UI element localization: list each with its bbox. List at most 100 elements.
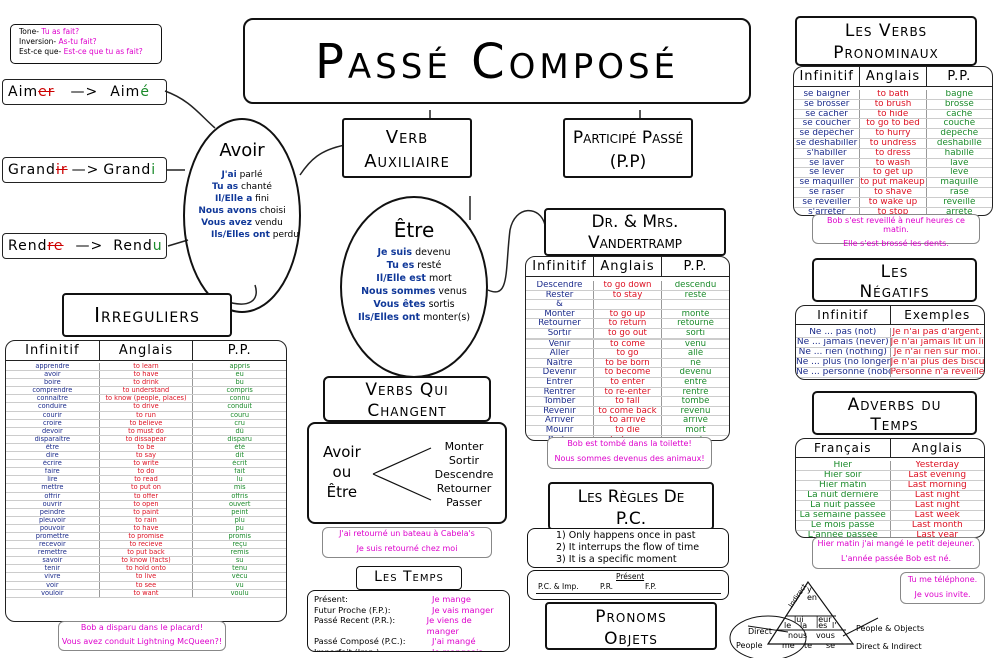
table-cell: apprendre [6,363,100,371]
irreguliers-row: remettre to put back remis [6,549,286,558]
table-cell: se coucher [794,119,861,129]
pronoms-heading-box: Pronoms Objets [545,602,717,650]
table-cell: to fall [594,397,662,406]
irreguliers-row: être to be été [6,443,286,453]
table-cell: fait [234,468,246,476]
table-cell: to live [100,573,194,581]
table-cell: to enter [594,377,662,387]
example-sentence: Je suis retourné chez moi [356,544,458,553]
table-cell: La nuit dernière [796,491,891,500]
table-cell: to return [594,319,662,328]
table-cell: to understand [100,387,194,395]
table-cell: to see [100,581,194,589]
table-cell: to be born [594,358,662,368]
table-cell: to open [100,500,194,508]
table-cell: to dress [860,148,927,158]
table-cell: retourné [677,319,714,328]
vandertramp-row: Rester to stay resté [526,290,729,301]
table-cell: Monter [526,309,594,319]
table-cell: conduit [227,403,252,411]
timeline-label: F.P. [645,582,657,591]
negatifs-heading-box: Les Négatifs [812,258,977,302]
aux-label: ou [332,463,352,481]
table-cell: to die [594,425,662,435]
table-cell: to wash [860,158,927,168]
page-title-box: Passé Composé [243,18,751,104]
table-cell: s'arrêter [794,207,861,215]
table-cell: disparaître [6,435,100,443]
table-cell: né [690,358,701,368]
irreguliers-row: pouvoir to have pu [6,524,286,533]
example-sentence: Bob a disparu dans le placard! [80,623,204,632]
vandertramp-row: Entrer to enter entré [526,377,729,388]
table-cell: remis [230,549,249,557]
table-cell: to write [100,460,194,468]
example-sentence: Tu me téléphone. [907,575,978,584]
irreguliers-row: peindre to paint peint [6,508,286,517]
pronominaux-row: se lever to get up levé [794,168,992,179]
table-cell: mis [233,484,246,492]
col-header: P.P. [227,343,252,358]
conj-example-ir: Grand ir —> Grand i [2,157,167,183]
table-cell: promettre [6,532,100,541]
adverbs-row: Hier matin Last morning [796,481,984,491]
etre-row: Nous sommes venus [361,286,467,297]
pronominaux-row: s'arrêter to stop arrêté [794,207,992,215]
table-cell: Sortir [526,328,594,338]
table-cell: to hide [860,109,927,119]
negatifs-row: Ne ... jamais (never) Je n'ai jamais lit … [796,338,984,348]
table-cell: to put on [100,484,194,492]
table-cell: cru [234,419,245,427]
table-cell: to re-enter [594,387,662,397]
example-sentence: L'année passée Bob est né. [840,554,952,563]
triangle-label: Direct [748,627,772,636]
vandertramp-row: Naître to be born né [526,358,729,369]
table-cell: to become [594,368,662,377]
table-cell: to drink [100,379,194,387]
pronominaux-heading: Les Verbs Pronominaux [833,21,939,63]
triangle-label: te [804,641,812,650]
table-cell: to go to bed [860,119,927,129]
avoir-ellipse: Avoir J'ai parlé Tu as chanté Il/Elle a … [183,118,301,313]
irreguliers-row: mettre to put on mis [6,484,286,493]
verb-label: Monter [444,440,484,453]
table-cell: allé [687,349,704,358]
temps-row: Présent: Je mange [314,594,471,604]
table-cell: to learn [100,363,194,371]
table-cell: bagné [945,90,974,99]
table-cell: & [526,300,594,309]
table-cell: Naître [526,358,594,368]
irreguliers-row: savoir to know (facts) su [6,557,286,566]
table-cell: Aller [526,349,594,358]
table-cell: deshabillé [936,138,982,148]
table-cell: pleuvoir [6,516,100,524]
avoir-row: Ils/Elles ont perdu [211,230,299,240]
table-cell: ouvert [228,500,251,508]
table-cell: Retourner [526,319,594,328]
pronoms-heading: Pronoms Objets [595,607,667,649]
table-cell: to shave [860,187,927,197]
example-sentence: Bob est tombé dans la toilette! [567,439,692,448]
irreguliers-row: dire to say dit [6,452,286,461]
table-cell: Ne ... jamais (never) [796,338,891,347]
triangle-label: le [784,621,791,630]
adverbs-row: Le mois passé Last month [796,521,984,531]
table-cell: to go [594,349,662,358]
irreguliers-row: vouloir to want voulu [6,589,286,598]
timeline-box: Présent P.C. & Imp. P.R. F.P. [527,570,729,600]
negatifs-heading: Les Négatifs [859,262,930,302]
table-cell [662,300,729,309]
table-cell: Rester [526,290,594,300]
les-temps-box: Présent: Je mange Futur Proche (F.P.): Je … [307,590,510,652]
irreguliers-row: écrire to write écrit [6,460,286,469]
table-cell: to rain [100,516,194,524]
irreguliers-heading-box: Irreguliers [62,293,232,337]
pronominaux-row: se dépêcher to hurry dépêché [794,129,992,139]
irreguliers-row: conduire to drive conduit [6,403,286,412]
irreguliers-row: tenir to hold onto tenu [6,565,286,574]
adverbs-row: La semaine passée Last week [796,511,984,521]
table-cell: to go down [594,281,662,290]
vandertramp-row: Rentrer to re-enter rentré [526,387,729,398]
table-cell: Hier soir [796,471,891,480]
